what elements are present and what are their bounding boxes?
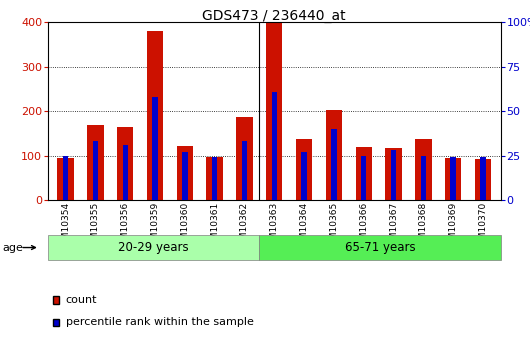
Bar bbox=[57, 158, 74, 200]
Bar bbox=[415, 139, 431, 200]
Bar bbox=[93, 141, 98, 200]
Bar bbox=[182, 152, 188, 200]
Bar bbox=[326, 110, 342, 200]
Text: count: count bbox=[66, 295, 97, 305]
Text: GDS473 / 236440_at: GDS473 / 236440_at bbox=[202, 9, 346, 23]
Bar bbox=[147, 31, 163, 200]
Bar bbox=[117, 127, 134, 200]
Bar bbox=[302, 152, 307, 200]
Bar bbox=[176, 146, 193, 200]
Bar bbox=[152, 97, 158, 200]
Bar bbox=[445, 158, 461, 200]
Bar bbox=[361, 156, 366, 200]
Bar bbox=[236, 117, 253, 200]
Bar bbox=[122, 145, 128, 200]
Bar bbox=[266, 22, 282, 200]
Bar bbox=[421, 156, 426, 200]
Bar bbox=[296, 139, 312, 200]
Bar bbox=[48, 235, 259, 260]
Bar bbox=[480, 157, 485, 200]
Bar bbox=[385, 148, 402, 200]
Bar bbox=[63, 156, 68, 200]
Bar bbox=[212, 157, 217, 200]
Bar bbox=[475, 159, 491, 200]
Bar bbox=[242, 141, 247, 200]
Bar bbox=[450, 157, 456, 200]
Text: 65-71 years: 65-71 years bbox=[345, 241, 416, 254]
Bar bbox=[87, 125, 103, 200]
Text: age: age bbox=[3, 243, 23, 253]
Bar bbox=[259, 235, 501, 260]
Bar bbox=[207, 157, 223, 200]
Bar bbox=[356, 147, 372, 200]
Bar bbox=[271, 92, 277, 200]
Text: percentile rank within the sample: percentile rank within the sample bbox=[66, 317, 253, 327]
Bar bbox=[391, 150, 396, 200]
Text: 20-29 years: 20-29 years bbox=[118, 241, 189, 254]
Bar bbox=[331, 129, 337, 200]
